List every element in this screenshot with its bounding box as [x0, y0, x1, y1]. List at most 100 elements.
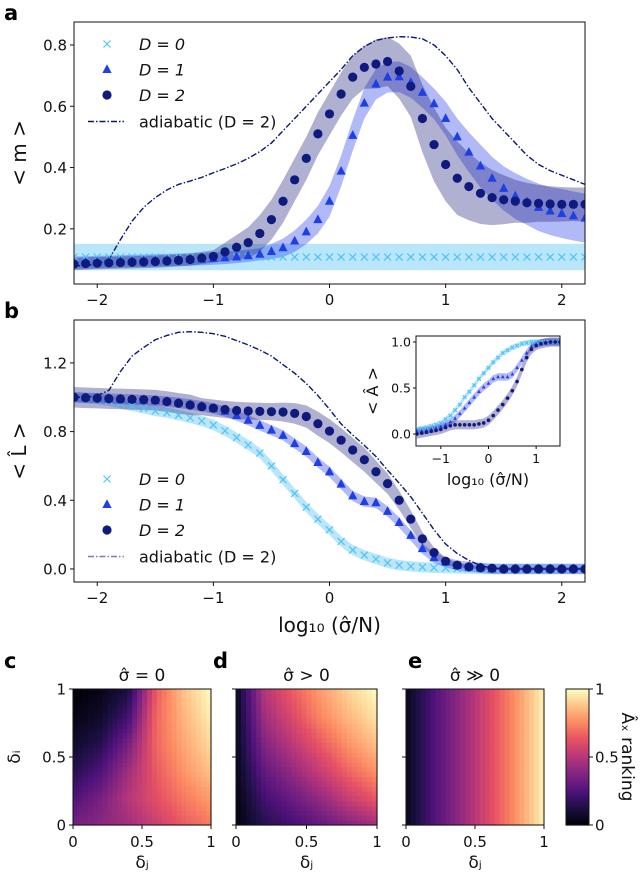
heatmap-cell [186, 713, 192, 719]
data-point-x [383, 253, 392, 261]
data-point-triangle [382, 71, 393, 81]
heatmap-cell [266, 708, 272, 714]
heatmap-cell [484, 820, 491, 826]
heatmap-cell [246, 747, 252, 753]
heatmap-cell [142, 689, 148, 695]
heatmap-cell [524, 800, 530, 807]
heatmap-cell [122, 689, 128, 695]
heatmap-cell [519, 810, 525, 816]
heatmap-cell [146, 800, 153, 807]
heatmap-cell [529, 761, 535, 768]
heatmap-cell [271, 815, 277, 821]
heatmap-cell [356, 800, 363, 807]
heatmap-cell [271, 689, 277, 695]
heatmap-cell [331, 815, 338, 821]
heatmap-cell [326, 815, 333, 821]
heatmap-cell [430, 689, 437, 695]
heatmap-cell [475, 718, 481, 724]
heatmap-cell [484, 723, 491, 729]
heatmap-cell [87, 693, 94, 700]
heatmap-cell [151, 689, 158, 695]
heatmap-cell [336, 786, 343, 792]
heatmap-cell [191, 776, 197, 782]
heatmap-cell [87, 761, 94, 768]
heatmap-cell [514, 703, 520, 710]
heatmap-cell [519, 689, 525, 695]
heatmap-cell [494, 815, 501, 821]
heatmap-cell [166, 718, 173, 724]
heatmap-cell [430, 786, 437, 792]
x-tick-label: 1 [441, 291, 451, 309]
heatmap-cell [291, 810, 298, 816]
heatmap-cell [112, 766, 118, 773]
heatmap-cell [514, 698, 520, 705]
heatmap-cell [266, 805, 272, 812]
heatmap-cell [406, 718, 412, 724]
heatmap-cell [504, 815, 511, 821]
heatmap-cell [201, 757, 207, 763]
data-point-circle [481, 421, 486, 425]
heatmap-cell [484, 791, 491, 797]
heatmap-cell [311, 800, 318, 807]
heatmap-cell [73, 757, 79, 763]
heatmap-cell [102, 747, 109, 753]
heatmap-cell [146, 766, 153, 773]
heatmap-cell [161, 805, 168, 812]
heatmap-cell [435, 815, 442, 821]
heatmap-cell [326, 791, 333, 797]
heatmap-cell [77, 771, 84, 778]
heatmap-cell [356, 776, 363, 782]
heatmap-cell [534, 693, 540, 700]
heatmap-cell [346, 723, 353, 729]
heatmap-cell [206, 757, 212, 763]
heatmap-cell [351, 766, 358, 773]
heatmap-cell [107, 693, 114, 700]
data-point-triangle [568, 210, 578, 220]
heatmap-cell [366, 723, 373, 729]
heatmap-cell [301, 713, 308, 719]
data-point-x [418, 563, 427, 572]
heatmap-cell [440, 805, 447, 812]
data-point-circle [486, 418, 491, 423]
heatmap-cell [356, 732, 363, 739]
heatmap-cell [102, 776, 109, 782]
heatmap-cell [415, 703, 422, 710]
data-point-circle [441, 159, 451, 170]
heatmap-cell [87, 752, 94, 758]
colorbar-slice [566, 791, 589, 794]
heatmap-cell [539, 766, 545, 773]
colorbar-slice [566, 709, 589, 713]
heatmap-cell [127, 718, 133, 724]
heatmap-cell [171, 747, 178, 753]
heatmap-cell [82, 723, 89, 729]
heatmap-cell [92, 791, 99, 797]
heatmap-cell [430, 791, 437, 797]
heatmap-cell [306, 776, 313, 782]
heatmap-cell [206, 752, 212, 758]
heatmap-cell [455, 810, 461, 816]
heatmap-cell [519, 752, 525, 758]
heatmap-cell [82, 713, 89, 719]
data-point-x [151, 407, 160, 415]
heatmap-cell [425, 766, 432, 773]
heatmap-cell [161, 742, 168, 748]
heatmap-cell [420, 781, 427, 787]
heatmap-cell [286, 737, 292, 744]
data-point-triangle [464, 146, 474, 156]
heatmap-cell [450, 815, 456, 821]
heatmap-cell [201, 723, 207, 729]
heatmap-cell [455, 708, 461, 714]
data-point-circle [417, 113, 428, 124]
x-tick-label: 0 [68, 833, 78, 851]
heatmap-cell [132, 727, 138, 734]
heatmap-cell [266, 791, 272, 797]
heatmap-cell [296, 689, 303, 695]
heatmap-cell [435, 727, 442, 734]
heatmap-cell [181, 693, 187, 700]
heatmap-cell [484, 815, 491, 821]
heatmap-cell [196, 723, 202, 729]
heatmap-cell [77, 810, 84, 816]
heatmap-cell [276, 810, 282, 816]
heatmap-cell [470, 713, 476, 719]
heatmap-cell [112, 776, 118, 782]
